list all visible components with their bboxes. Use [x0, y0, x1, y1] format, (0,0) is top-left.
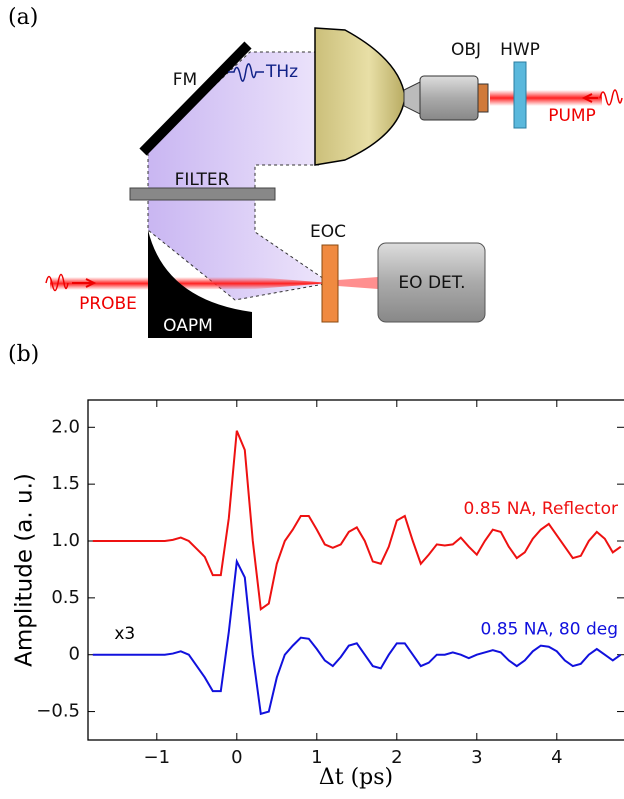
plot-area: [92, 430, 622, 716]
paraboloid: [314, 27, 406, 166]
objective: [419, 75, 479, 121]
label: PUMP: [548, 106, 596, 126]
objective-ring: [477, 83, 489, 113]
panel-label: (b): [8, 342, 39, 367]
label: FM: [173, 70, 197, 90]
off-axis-mirror: [148, 230, 252, 338]
chart: Amplitude (a. u.) Δt (ps) −0.5 0 0.5 1.0 1.5…: [12, 399, 624, 790]
probe-beam: [50, 277, 330, 290]
objective-tip: [403, 81, 421, 115]
y-axis-label: Amplitude (a. u.): [12, 473, 38, 667]
x-tick-label: 3: [471, 747, 482, 768]
label: OBJ: [451, 40, 481, 60]
pump-pulse: [599, 89, 623, 106]
label: OAPM: [163, 316, 213, 336]
label: EO DET.: [398, 273, 465, 293]
thz-pulse: [228, 63, 264, 82]
pump-arrow: [581, 93, 598, 103]
flat-mirror: [139, 41, 252, 156]
probe-pulse: [45, 273, 69, 292]
x-tick-label: 4: [551, 747, 562, 768]
label: PROBE: [79, 294, 137, 314]
probe-to-detector: [338, 277, 378, 289]
label: EOC: [310, 222, 346, 242]
panel-label: (a): [8, 5, 38, 30]
series-line: [92, 558, 622, 716]
x-axis-label: Δt (ps): [319, 765, 393, 790]
waveplate: [513, 61, 527, 129]
label: HWP: [500, 40, 540, 60]
label: THz: [265, 62, 298, 82]
y-tick-label: 1.5: [51, 473, 80, 494]
plot-frame: [87, 399, 624, 741]
y-tick-label: −0.5: [36, 701, 80, 722]
probe-arrow: [72, 278, 97, 288]
series-line: [92, 430, 622, 612]
x-tick-label: −1: [144, 747, 171, 768]
annotation: x3: [114, 624, 135, 644]
y-tick-label: 2.0: [51, 416, 80, 437]
eo-crystal: [321, 244, 339, 323]
y-tick-label: 1.0: [51, 530, 80, 551]
y-tick-label: 0: [69, 644, 80, 665]
series-label: 0.85 NA, 80 deg: [481, 620, 619, 640]
filter: [129, 187, 276, 201]
label: FILTER: [175, 170, 230, 190]
y-tick-label: 0.5: [51, 587, 80, 608]
x-tick-label: 2: [391, 747, 402, 768]
series-label: 0.85 NA, Reflector: [464, 499, 619, 519]
x-tick-label: 1: [311, 747, 322, 768]
eo-detector: [377, 242, 486, 323]
x-tick-label: 0: [231, 747, 242, 768]
setup-diagram: FM THz OBJ HWP PUMP FILTER EOC EO DET. P…: [45, 27, 623, 338]
